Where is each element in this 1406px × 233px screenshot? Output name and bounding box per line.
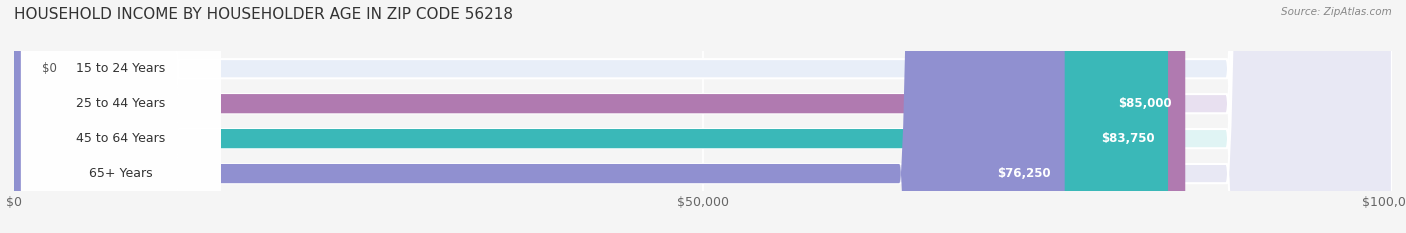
Text: $0: $0 [42, 62, 56, 75]
Text: $76,250: $76,250 [997, 167, 1050, 180]
FancyBboxPatch shape [14, 0, 1392, 233]
Text: $85,000: $85,000 [1118, 97, 1171, 110]
FancyBboxPatch shape [14, 0, 1392, 233]
Text: 15 to 24 Years: 15 to 24 Years [76, 62, 166, 75]
FancyBboxPatch shape [21, 0, 221, 233]
FancyBboxPatch shape [21, 0, 221, 233]
Text: Source: ZipAtlas.com: Source: ZipAtlas.com [1281, 7, 1392, 17]
Text: 25 to 44 Years: 25 to 44 Years [76, 97, 166, 110]
FancyBboxPatch shape [21, 0, 221, 233]
Text: HOUSEHOLD INCOME BY HOUSEHOLDER AGE IN ZIP CODE 56218: HOUSEHOLD INCOME BY HOUSEHOLDER AGE IN Z… [14, 7, 513, 22]
FancyBboxPatch shape [14, 0, 1168, 233]
FancyBboxPatch shape [14, 0, 1392, 233]
FancyBboxPatch shape [14, 0, 1185, 233]
Text: 45 to 64 Years: 45 to 64 Years [76, 132, 166, 145]
FancyBboxPatch shape [21, 0, 221, 233]
Text: 65+ Years: 65+ Years [89, 167, 153, 180]
FancyBboxPatch shape [14, 0, 1392, 233]
Text: $83,750: $83,750 [1101, 132, 1154, 145]
FancyBboxPatch shape [14, 0, 1064, 233]
